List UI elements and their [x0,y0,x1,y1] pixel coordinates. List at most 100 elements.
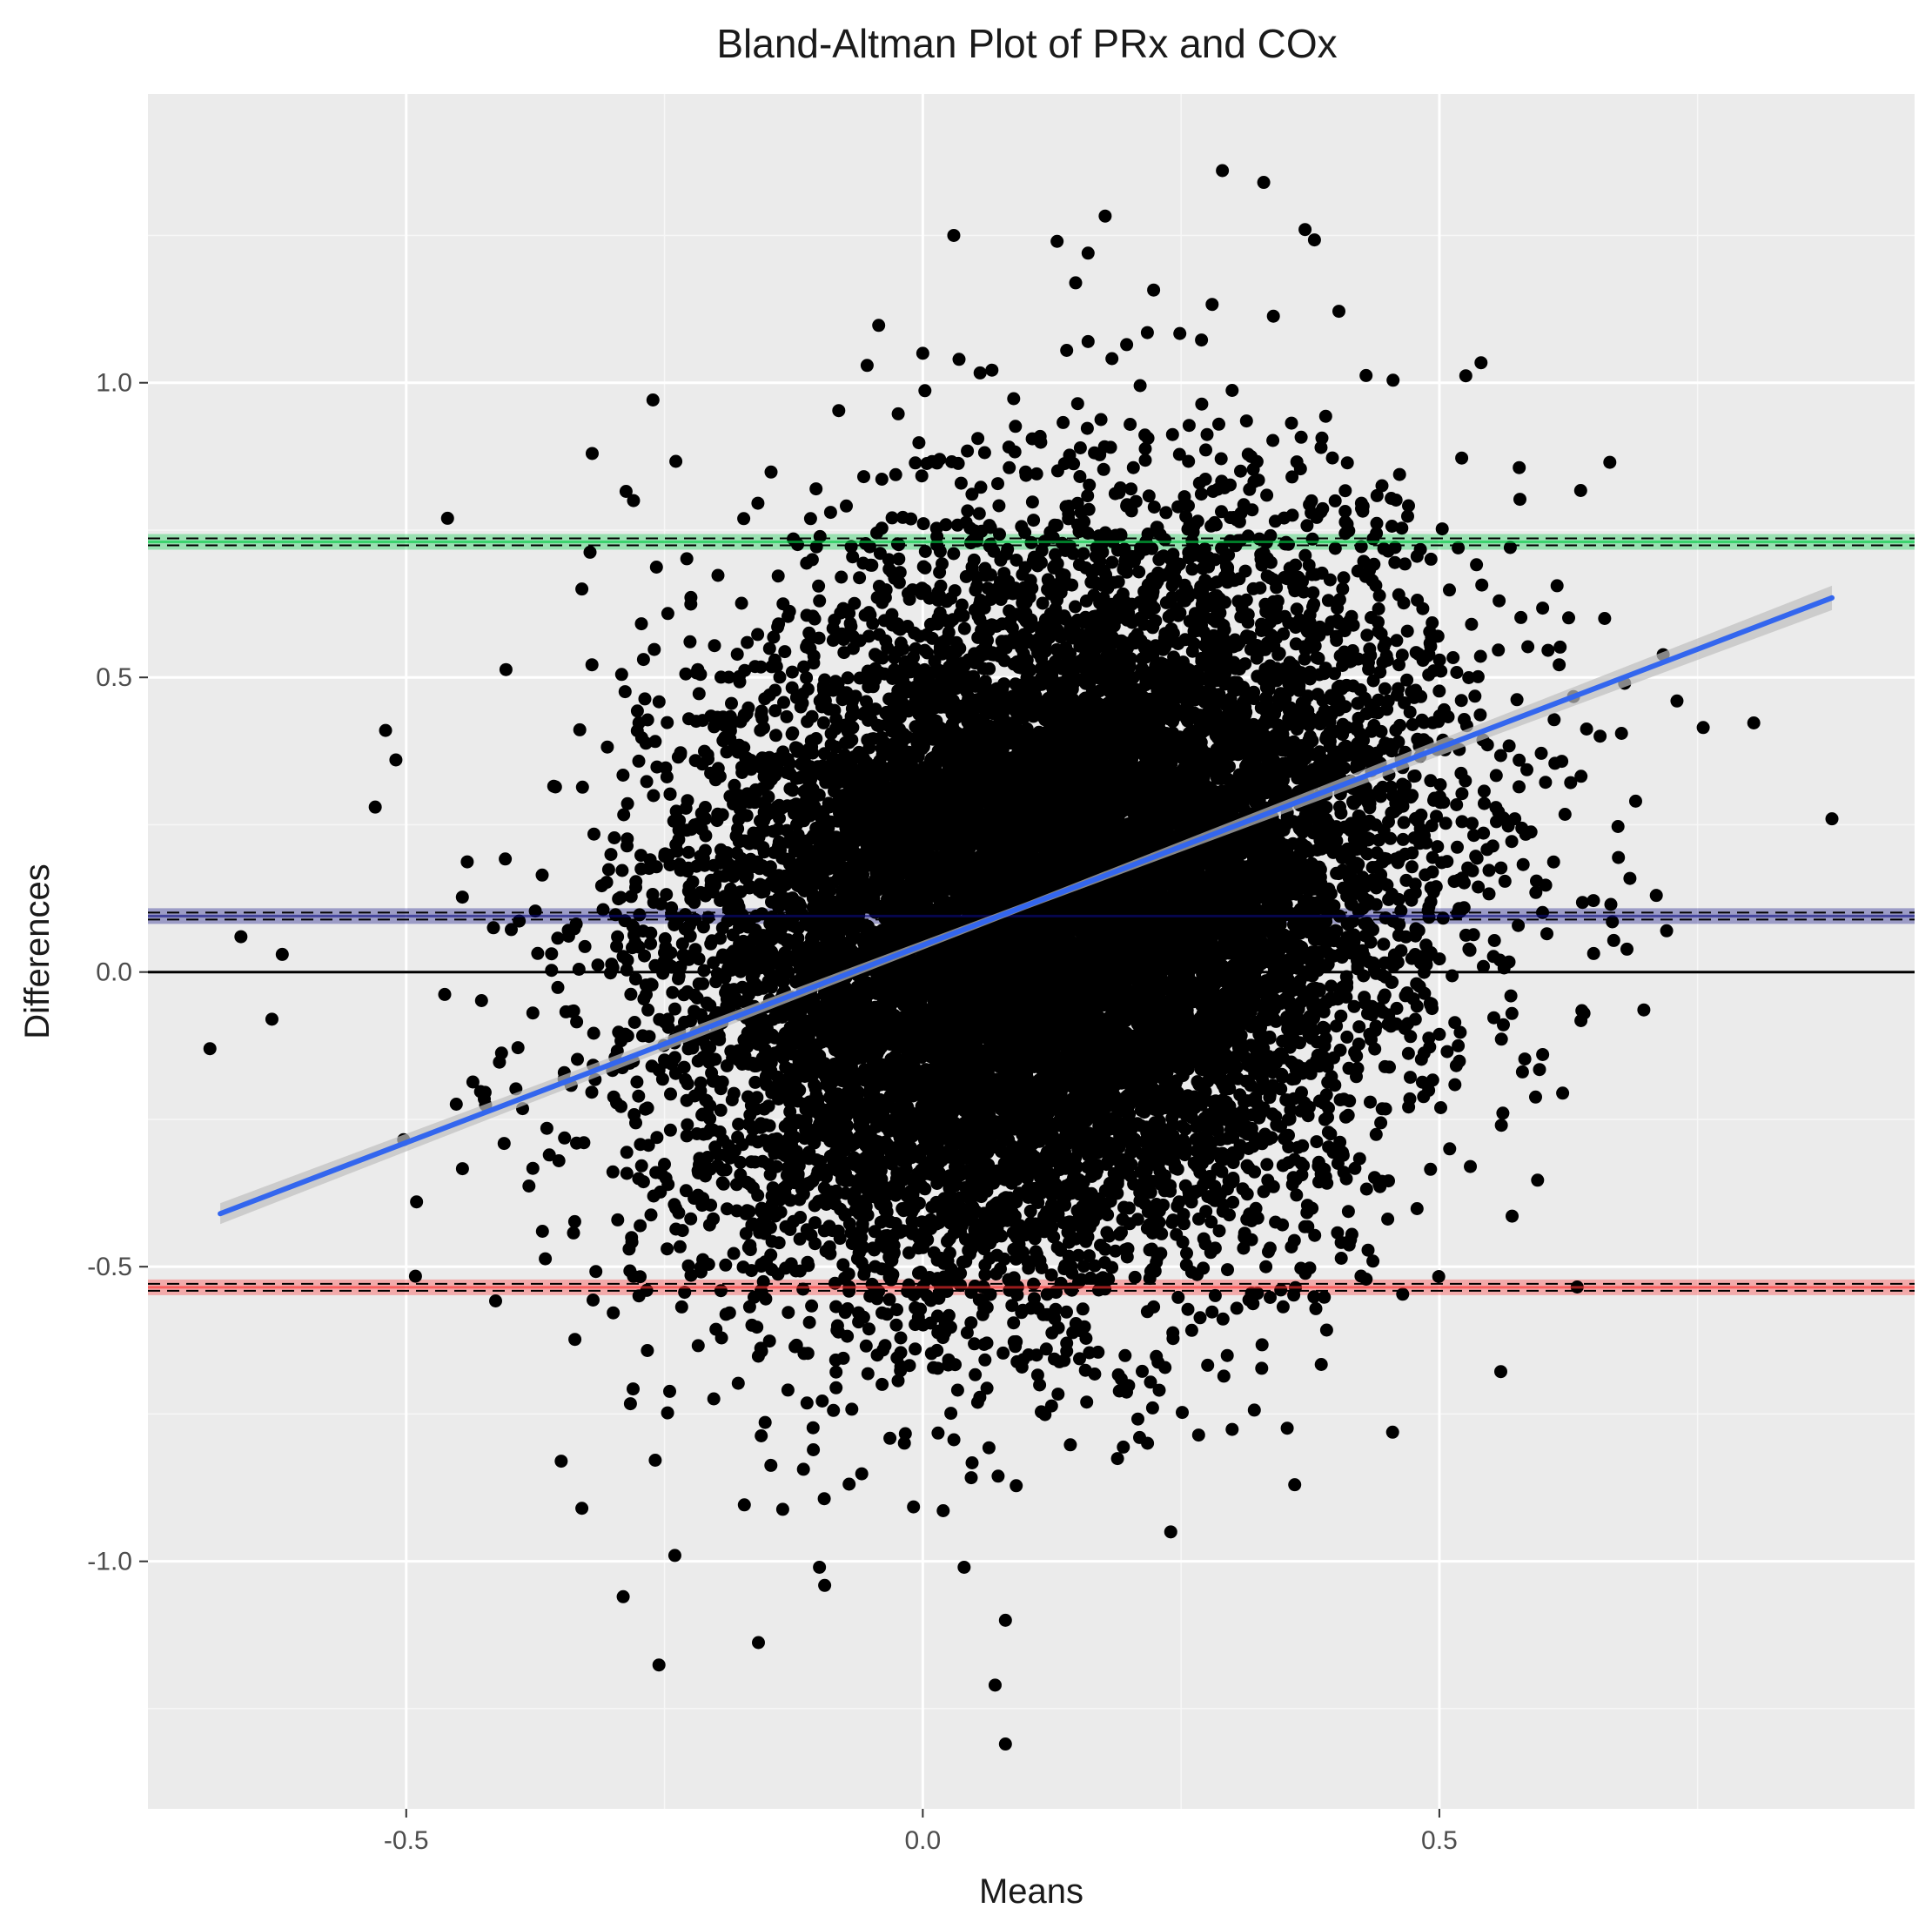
data-point [652,1658,666,1672]
data-point [813,594,827,608]
data-point [1321,594,1335,608]
data-point [1266,433,1280,447]
data-point [1432,1027,1446,1041]
data-point [1436,911,1450,925]
data-point [647,642,661,656]
data-point [1314,1358,1328,1371]
data-point [1573,484,1587,497]
data-point [601,863,615,877]
data-point [1540,927,1553,941]
data-point [1493,594,1506,608]
data-point [947,1433,961,1447]
data-point [583,545,597,559]
data-point [957,622,971,635]
data-point [1637,1003,1651,1017]
data-point [1402,499,1415,513]
data-point [663,1123,677,1137]
data-point [1124,482,1138,496]
data-point [1623,871,1637,885]
data-point [1318,1290,1332,1304]
data-point [1518,1052,1532,1066]
data-point [1354,540,1368,554]
data-point [1105,1260,1119,1274]
data-point [731,1376,745,1390]
data-point [1069,276,1083,290]
data-point [708,639,721,653]
data-point [1408,769,1422,783]
data-point [768,704,782,717]
data-point [587,1026,600,1040]
data-point [952,353,966,366]
data-point [1553,658,1566,672]
data-point [697,964,711,978]
data-point [1505,1006,1519,1020]
data-point [1359,368,1373,382]
data-point [1110,1452,1124,1466]
data-point [607,831,621,844]
data-point [1194,487,1208,501]
data-point [1051,1388,1065,1401]
data-point [1094,413,1108,427]
data-point [1439,817,1452,830]
data-point [892,552,906,566]
data-point [627,1016,641,1029]
data-point [1521,640,1535,654]
data-point [773,670,787,684]
data-point [1394,944,1408,958]
data-point [648,1454,662,1467]
data-point [610,939,624,953]
data-point [1410,1202,1424,1215]
data-point [652,695,666,709]
data-point [1432,684,1446,698]
data-point [1266,309,1280,323]
data-point [1195,397,1209,411]
data-point [644,937,658,951]
data-point [1477,784,1491,798]
data-point [1216,1312,1230,1326]
data-point [1060,344,1074,357]
data-point [758,1415,772,1429]
data-point [767,630,781,644]
data-point [661,607,674,621]
data-point [755,1429,768,1442]
data-point [1424,1162,1438,1176]
data-point [627,1382,640,1396]
data-point [1494,861,1508,875]
data-point [1007,392,1021,406]
data-point [848,596,862,610]
data-point [489,1294,502,1307]
data-point [606,1165,620,1179]
data-point [1372,602,1385,615]
data-point [875,473,889,486]
data-point [1432,1270,1446,1283]
data-point [842,1477,856,1491]
data-point [1328,494,1342,507]
data-point [1593,729,1607,743]
data-point [1424,552,1438,566]
data-point [989,1267,1003,1280]
data-point [796,1282,810,1296]
data-point [764,465,778,479]
data-point [1360,628,1374,642]
data-point [788,1340,802,1354]
data-point [619,485,633,498]
data-point [1452,541,1466,554]
data-point [679,667,693,681]
data-point [1308,1228,1322,1242]
data-point [1199,443,1212,457]
data-point [526,1006,540,1020]
data-point [1396,1287,1410,1301]
data-point [1007,1316,1021,1330]
data-point [894,1346,908,1360]
data-point [1338,484,1352,498]
data-point [1195,333,1209,347]
data-point [1455,451,1469,465]
data-point [1494,1032,1508,1046]
data-point [890,1303,903,1317]
data-point [862,540,876,554]
data-point [1290,602,1304,616]
data-point [737,1498,751,1512]
data-point [968,1337,982,1351]
data-point [1487,934,1501,947]
data-point [1036,596,1050,610]
